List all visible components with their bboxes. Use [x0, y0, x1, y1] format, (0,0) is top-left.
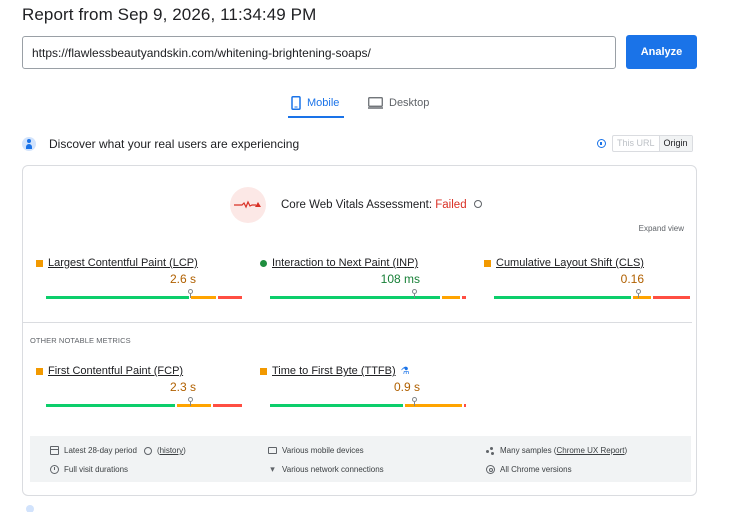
metric-fcp-value: 2.3 s: [169, 380, 196, 394]
smartphone-icon: [291, 96, 301, 110]
monitor-icon: [368, 97, 383, 109]
metric-inp-link[interactable]: Interaction to Next Paint (INP): [272, 257, 419, 269]
metric-ttfb-value: 0.9 s: [393, 380, 420, 394]
origin-option[interactable]: Origin: [659, 136, 692, 151]
tab-mobile-label: Mobile: [307, 97, 340, 109]
users-icon: [22, 137, 36, 151]
good-segment: [270, 296, 441, 299]
good-segment: [46, 296, 190, 299]
metric-inp-value: 108 ms: [380, 272, 420, 286]
tab-mobile[interactable]: Mobile: [291, 90, 339, 116]
good-circle-icon: [260, 259, 267, 267]
percentile-marker: [412, 289, 418, 298]
needs-improvement-square-icon: [36, 259, 43, 267]
experimental-flask-icon: ⚗: [400, 365, 410, 377]
percentile-marker: [188, 289, 194, 298]
distribution-bar: [270, 397, 466, 407]
poor-segment: [462, 296, 466, 299]
expand-view-link[interactable]: Expand view: [638, 224, 684, 233]
url-input[interactable]: [22, 36, 616, 69]
tab-desktop[interactable]: Desktop: [368, 90, 429, 116]
poor-segment: [464, 404, 466, 407]
section-divider: [23, 322, 692, 323]
poor-segment: [212, 404, 242, 407]
percentile-marker: [412, 397, 418, 406]
percentile-marker: [636, 289, 642, 298]
footer-durations: Full visit durations: [50, 465, 128, 474]
metric-lcp-value: 2.6 s: [169, 272, 196, 286]
distribution-bar: [46, 397, 242, 407]
footer-versions: All Chrome versions: [486, 465, 572, 474]
info-icon[interactable]: [597, 139, 606, 148]
calendar-icon: [50, 446, 59, 455]
needs-improvement-square-icon: [260, 367, 267, 375]
wifi-icon: ▾: [270, 464, 275, 474]
field-data-card: Core Web Vitals Assessment: Failed Expan…: [22, 165, 697, 496]
help-icon[interactable]: [143, 446, 152, 455]
distribution-bar: [46, 289, 242, 299]
footer-period-label: Latest 28-day period: [64, 446, 137, 455]
distribution-bar: [270, 289, 466, 299]
metric-lcp-link[interactable]: Largest Contentful Paint (LCP): [48, 257, 198, 269]
metric-cls-link[interactable]: Cumulative Layout Shift (CLS): [496, 257, 644, 269]
analyze-button[interactable]: Analyze: [626, 35, 697, 69]
footer-devices-label: Various mobile devices: [282, 446, 364, 455]
history-link[interactable]: history: [159, 446, 184, 455]
footer-network: ▾ Various network connections: [268, 464, 384, 475]
footer-samples-suffix: ): [624, 446, 628, 455]
good-segment: [494, 296, 632, 299]
footer-durations-label: Full visit durations: [64, 465, 129, 474]
assessment-label: Core Web Vitals Assessment:: [281, 199, 433, 211]
url-origin-toggle[interactable]: This URL Origin: [612, 135, 693, 152]
tab-desktop-label: Desktop: [389, 97, 430, 109]
needs-improvement-segment: [442, 296, 461, 299]
footer-period: Latest 28-day period (history): [50, 446, 186, 455]
needs-improvement-segment: [633, 296, 651, 299]
distribution-bar: [494, 289, 690, 299]
timer-icon: [50, 465, 59, 474]
footer-samples: Many samples (Chrome UX Report): [486, 446, 627, 455]
poor-segment: [218, 296, 242, 299]
failed-pulse-icon: [234, 200, 261, 209]
this-url-option[interactable]: This URL: [613, 136, 660, 151]
footer-versions-label: All Chrome versions: [500, 465, 572, 474]
metric-ttfb-link[interactable]: Time to First Byte (TTFB): [272, 365, 396, 377]
assessment-result: Failed: [435, 199, 467, 211]
metric-fcp-link[interactable]: First Contentful Paint (FCP): [48, 365, 184, 377]
report-title: Report from Sep 9, 2026, 11:34:49 PM: [22, 5, 317, 24]
needs-improvement-segment: [405, 404, 463, 407]
good-segment: [270, 404, 404, 407]
chrome-icon: [486, 465, 495, 474]
other-metrics-heading: OTHER NOTABLE METRICS: [30, 336, 131, 345]
poor-segment: [652, 296, 690, 299]
tab-mobile-indicator: [288, 116, 344, 118]
next-section-icon: [26, 505, 34, 512]
footer-devices: Various mobile devices: [268, 446, 364, 455]
needs-improvement-square-icon: [484, 259, 491, 267]
footer-network-label: Various network connections: [282, 465, 384, 474]
metric-cls-value: 0.16: [620, 272, 644, 286]
help-icon[interactable]: [473, 200, 482, 208]
devices-icon: [268, 447, 277, 454]
samples-icon: [486, 446, 495, 455]
field-data-heading: Discover what your real users are experi…: [49, 137, 300, 151]
chrome-ux-report-link[interactable]: Chrome UX Report: [556, 446, 625, 455]
needs-improvement-segment: [177, 404, 211, 407]
needs-improvement-square-icon: [36, 367, 43, 375]
assessment-title: Core Web Vitals Assessment: Failed: [281, 199, 482, 211]
needs-improvement-segment: [191, 296, 217, 299]
footer-samples-prefix: Many samples (: [500, 446, 557, 455]
percentile-marker: [188, 397, 194, 406]
good-segment: [46, 404, 176, 407]
collection-period-footer: Latest 28-day period (history) Full visi…: [30, 436, 691, 482]
